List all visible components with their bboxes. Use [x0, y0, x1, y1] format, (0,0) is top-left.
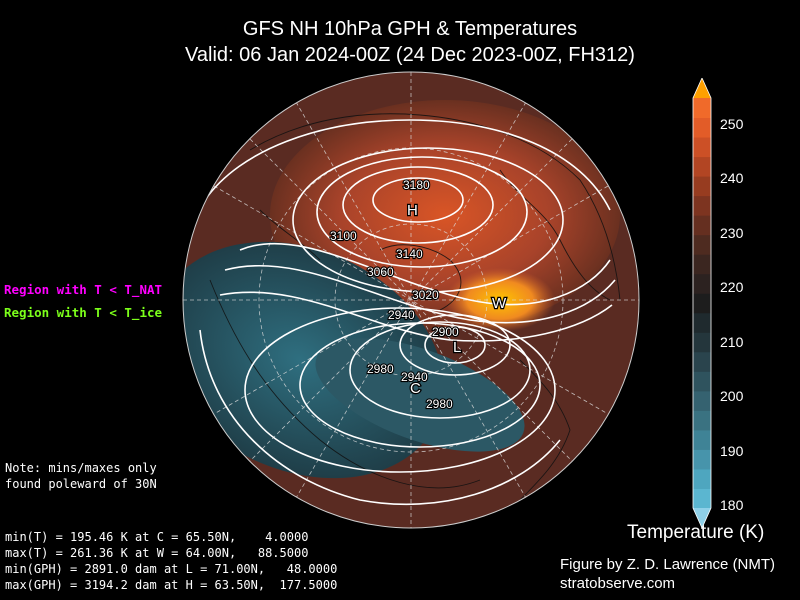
colorbar-segment [693, 293, 711, 314]
colorbar-segment [693, 117, 711, 138]
low-marker: L [453, 339, 461, 356]
colorbar-segment [693, 254, 711, 275]
colorbar-tick: 200 [720, 388, 744, 404]
temperature-field: 3180 3100 3140 3060 3020 2940 2900 2980 … [183, 72, 639, 528]
nat-legend-label: Region with T < T_NAT [4, 282, 163, 297]
colorbar-over-arrow [693, 78, 711, 98]
credit-site: stratobserve.com [560, 575, 676, 592]
colorbar-segment [693, 371, 711, 392]
chart-subtitle: Valid: 06 Jan 2024-00Z (24 Dec 2023-00Z,… [185, 44, 635, 66]
colorbar-segment [693, 215, 711, 236]
contour-label: 3060 [367, 265, 394, 279]
colorbar-segment [693, 488, 711, 509]
colorbar-tick: 210 [720, 334, 744, 350]
colorbar-segment [693, 351, 711, 372]
contour-label: 3020 [412, 288, 439, 302]
contour-label: 2980 [367, 362, 394, 376]
colorbar-segment [693, 234, 711, 255]
high-marker: H [407, 202, 418, 219]
colorbar-segment [693, 98, 711, 119]
note-line: found poleward of 30N [5, 477, 157, 491]
credit-author: Figure by Z. D. Lawrence (NMT) [560, 556, 776, 573]
colorbar-title: Temperature (K) [627, 522, 765, 543]
colorbar-tick: 240 [720, 170, 744, 186]
colorbar-segment [693, 468, 711, 489]
gph-contours [199, 119, 616, 506]
colorbar-under-arrow [693, 508, 711, 528]
warm-marker: W [492, 295, 507, 312]
note-line: Note: mins/maxes only [5, 461, 157, 475]
colorbar-tick: 190 [720, 443, 744, 459]
contour-label: 2900 [432, 325, 459, 339]
contour-label: 2940 [401, 370, 428, 384]
contour-label: 3180 [403, 178, 430, 192]
contour-label: 3140 [396, 247, 423, 261]
chart-title: GFS NH 10hPa GPH & Temperatures [242, 18, 578, 40]
colorbar-segment [693, 176, 711, 197]
ice-legend-label: Region with T < T_ice [4, 305, 163, 320]
colorbar-segment [693, 195, 711, 216]
contour-label: 3100 [330, 229, 357, 243]
colorbar-segment [693, 410, 711, 431]
colorbar-segment [693, 390, 711, 411]
colorbar-segment [693, 156, 711, 177]
stat-max-gph: max(GPH) = 3194.2 dam at H = 63.50N, 177… [5, 578, 338, 592]
colorbar-segment [693, 312, 711, 333]
stat-min-temp: min(T) = 195.46 K at C = 65.50N, 4.0000 [5, 530, 309, 544]
colorbar-tick: 220 [720, 279, 744, 295]
stat-min-gph: min(GPH) = 2891.0 dam at L = 71.00N, 48.… [5, 562, 338, 576]
map-border [182, 71, 640, 529]
stat-max-temp: max(T) = 261.36 K at W = 64.00N, 88.5000 [5, 546, 309, 560]
colorbar-tick: 250 [720, 116, 744, 132]
cold-marker: C [410, 380, 421, 397]
colorbar-tick: 180 [720, 497, 744, 513]
graticule [183, 72, 639, 528]
temperature-colorbar [692, 78, 712, 528]
colorbar-segment [693, 273, 711, 294]
contour-label: 2940 [388, 308, 415, 322]
colorbar-segment [693, 449, 711, 470]
colorbar-segment [693, 332, 711, 353]
colorbar-segment [693, 137, 711, 158]
colorbar-segment [693, 429, 711, 450]
contour-label: 2980 [426, 397, 453, 411]
colorbar-tick: 230 [720, 225, 744, 241]
